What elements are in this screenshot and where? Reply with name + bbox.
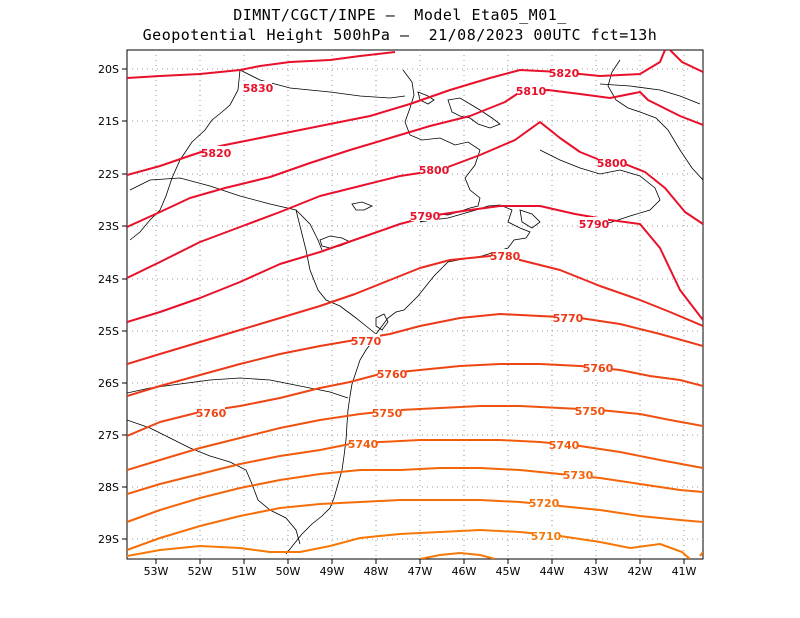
lat-tick-label: 22S (98, 168, 119, 181)
contour-label-5750: 5750 (372, 407, 403, 420)
contour-label-5780: 5780 (490, 250, 521, 263)
lat-tick-label: 29S (98, 533, 119, 546)
contour-label-bg (550, 438, 578, 450)
lon-tick-label: 45W (496, 565, 521, 578)
contour-label-5790: 5790 (410, 210, 441, 223)
contour-label-bg (378, 367, 406, 379)
contour-5790 (127, 205, 703, 323)
contour-label-5720: 5720 (529, 497, 560, 510)
contour-label-5760: 5760 (196, 407, 227, 420)
contour-label-bg (373, 406, 401, 418)
lat-tick-label: 21S (98, 115, 119, 128)
state-boundary (599, 83, 701, 105)
contour-label-5760: 5760 (377, 368, 408, 381)
lat-tick-label: 27S (98, 429, 119, 442)
contour-5750 (127, 405, 703, 471)
lon-tick-label: 42W (628, 565, 653, 578)
contour-label-bg (584, 361, 612, 373)
contour-label-bg (349, 437, 377, 449)
map-frame (126, 49, 704, 560)
contour-label-bg (420, 163, 448, 175)
lon-tick-label: 43W (584, 565, 609, 578)
contour-label-5740: 5740 (348, 438, 379, 451)
contour-5780 (127, 255, 703, 365)
contour-label-5740: 5740 (549, 439, 580, 452)
state-boundary (539, 149, 661, 227)
contour-label-bg (197, 406, 225, 418)
contour-label-5800: 5800 (597, 157, 628, 170)
lat-tick-label: 28S (98, 481, 119, 494)
lat-tick-label: 23S (98, 220, 119, 233)
lon-tick-label: 41W (672, 565, 697, 578)
state-boundary (127, 419, 301, 545)
lat-tick-label: 20S (98, 63, 119, 76)
contour-label-bg (517, 84, 545, 96)
map-title-line1: DIMNT/CGCT/INPE – Model Eta05_M01_ (233, 6, 567, 24)
contour-5770 (127, 313, 703, 397)
lat-tick-label: 24S (98, 273, 119, 286)
contour-label-bg (564, 468, 592, 480)
contour-label-bg (580, 217, 608, 229)
contour-label-5760: 5760 (583, 362, 614, 375)
lon-tick-label: 48W (364, 565, 389, 578)
lon-tick-label: 52W (188, 565, 213, 578)
contour-label-5730: 5730 (563, 469, 594, 482)
lon-tick-label: 49W (320, 565, 345, 578)
state-boundary (295, 209, 377, 335)
contour-5800 (127, 121, 703, 279)
contour-label-5790: 5790 (579, 218, 610, 231)
contour-label-5810: 5810 (516, 85, 547, 98)
coastline-and-borders (127, 59, 703, 555)
lon-tick-label: 46W (452, 565, 477, 578)
lon-tick-label: 50W (276, 565, 301, 578)
contour-5740 (127, 439, 703, 495)
lon-tick-label: 53W (144, 565, 169, 578)
contour-label-5710: 5710 (531, 530, 562, 543)
geopotential-contours (127, 50, 703, 559)
state-boundary (607, 59, 703, 181)
lon-tick-label: 47W (408, 565, 433, 578)
contour-label-bg (411, 209, 439, 221)
contour-label-bg (352, 334, 380, 346)
contour-label-5800: 5800 (419, 164, 450, 177)
contour-labels: 5830582058205810580058005790579057805770… (196, 66, 628, 543)
contour-5760 (127, 363, 703, 437)
contour-label-bg (491, 249, 519, 261)
contour-label-bg (244, 81, 272, 93)
state-boundary (129, 177, 323, 251)
contour-label-5770: 5770 (553, 312, 584, 325)
state-boundary (129, 69, 241, 241)
contour-5830 (127, 51, 396, 79)
coastline (285, 69, 531, 555)
contour-label-5830: 5830 (243, 82, 274, 95)
state-boundary (239, 69, 406, 99)
contour-label-5770: 5770 (351, 335, 382, 348)
map-title-line2: Geopotential Height 500hPa – 21/08/2023 … (142, 26, 658, 44)
contour-5710 (127, 529, 703, 559)
contour-label-5750: 5750 (575, 405, 606, 418)
contour-label-bg (576, 404, 604, 416)
lon-tick-label: 51W (232, 565, 257, 578)
contour-label-bg (530, 496, 558, 508)
lat-tick-label: 25S (98, 325, 119, 338)
contour-label-bg (532, 529, 560, 541)
contour-label-5820: 5820 (549, 67, 580, 80)
axis-ticks: 53W 52W 51W 50W 49W 48W 47W 46W 45W 44W 43W 42W 41W 2… (98, 63, 697, 578)
contour-5730 (127, 467, 703, 523)
contour-5720 (127, 499, 703, 551)
lon-tick-label: 44W (540, 565, 565, 578)
contour-label-bg (550, 66, 578, 78)
contour-5810 (127, 89, 703, 228)
contour-label-5820: 5820 (201, 147, 232, 160)
lat-tick-label: 26S (98, 377, 119, 390)
contour-label-bg (598, 156, 626, 168)
contour-label-bg (554, 311, 582, 323)
contour-label-bg (202, 146, 230, 158)
